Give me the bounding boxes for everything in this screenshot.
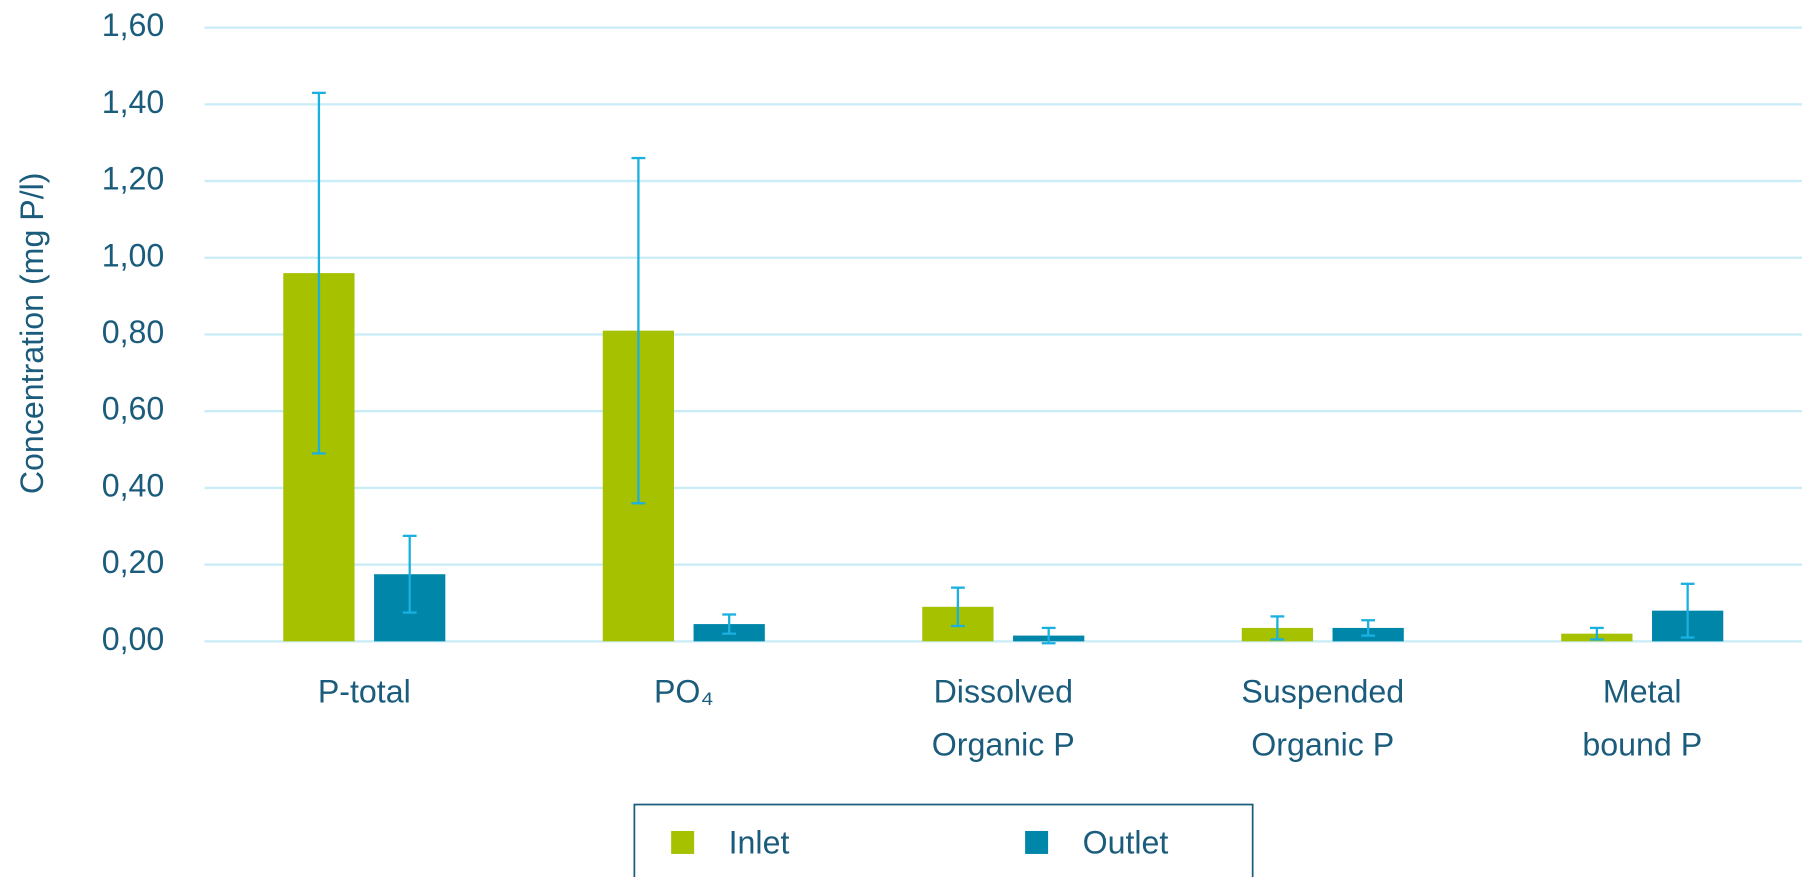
legend-swatch: [671, 830, 695, 854]
x-tick-label: Metal: [1603, 674, 1682, 710]
y-tick-label: 1,00: [102, 237, 165, 273]
x-tick-label: Organic P: [1251, 727, 1394, 763]
y-tick-label: 0,40: [102, 467, 165, 503]
legend-label: Outlet: [1083, 824, 1169, 860]
x-tick-label: Dissolved: [934, 674, 1073, 710]
y-tick-label: 0,00: [102, 621, 165, 657]
y-tick-label: 1,20: [102, 161, 165, 197]
y-tick-label: 1,60: [102, 7, 165, 43]
x-tick-label: PO₄: [654, 674, 714, 710]
error-bar: [402, 534, 417, 614]
y-tick-label: 0,60: [102, 391, 165, 427]
x-tick-label: P-total: [318, 674, 411, 710]
legend-swatch: [1025, 830, 1049, 854]
error-bar: [1589, 626, 1604, 641]
legend-label: Inlet: [729, 824, 790, 860]
y-tick-label: 0,20: [102, 544, 165, 580]
legend-box: [633, 803, 1254, 877]
y-axis-label: Concentration (mg P/l): [14, 172, 50, 494]
error-bar: [1270, 615, 1285, 641]
error-bar: [950, 586, 965, 628]
y-tick-label: 0,80: [102, 314, 165, 350]
x-tick-label: bound P: [1582, 727, 1702, 763]
error-bar: [1680, 582, 1695, 639]
x-tick-label: Suspended: [1241, 674, 1404, 710]
error-bar: [1041, 626, 1056, 645]
error-bar: [631, 156, 646, 505]
error-bar: [722, 613, 737, 635]
error-bar: [1361, 619, 1376, 637]
y-tick-label: 1,40: [102, 84, 165, 120]
x-tick-label: Organic P: [932, 727, 1075, 763]
error-bar: [312, 91, 326, 455]
